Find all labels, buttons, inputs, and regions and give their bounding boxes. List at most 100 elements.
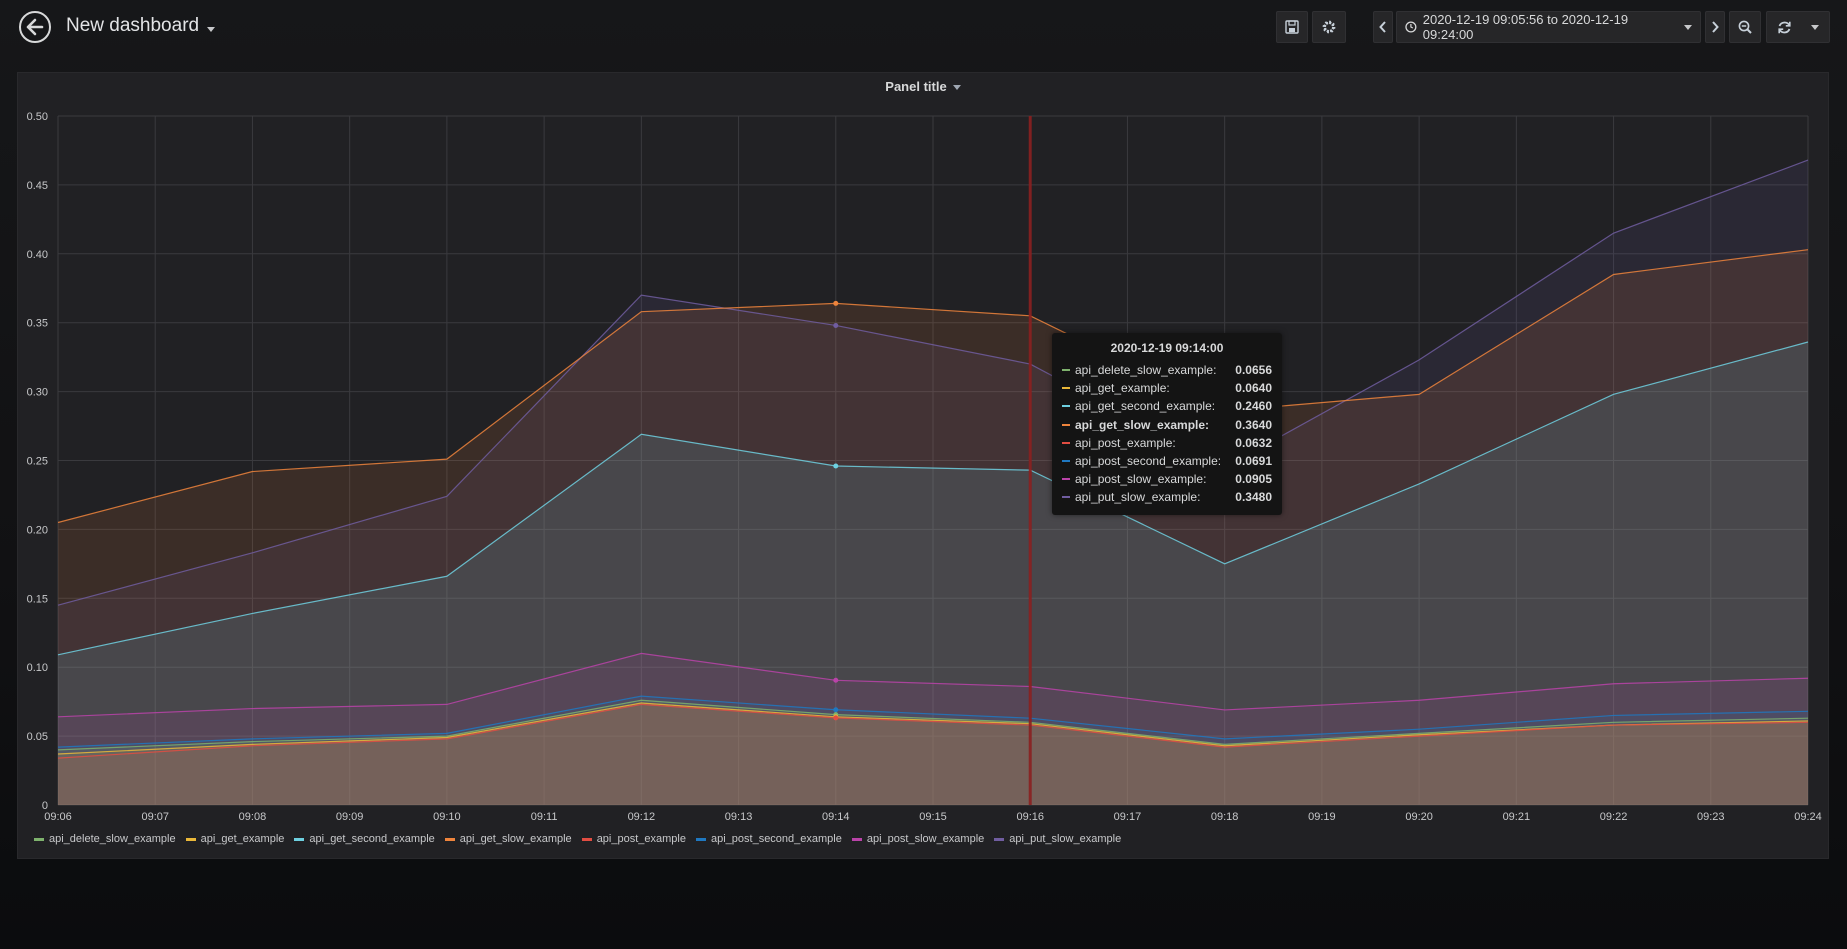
legend-item[interactable]: api_get_example: [185, 833, 285, 845]
legend-label: api_put_slow_example: [1009, 833, 1122, 845]
chevron-right-icon: [1712, 21, 1719, 33]
y-tick-label: 0: [42, 800, 48, 812]
y-tick-label: 0.40: [27, 249, 48, 261]
y-tick-label: 0.50: [27, 111, 48, 123]
tooltip-series-name: api_put_slow_example:: [1075, 490, 1201, 505]
x-tick-label: 09:21: [1503, 811, 1531, 823]
legend-swatch: [294, 837, 305, 841]
legend-label: api_post_second_example: [710, 833, 842, 845]
series-line-api_get_slow_example: [57, 249, 1809, 524]
legend-label: api_get_example: [200, 833, 285, 845]
time-range-picker[interactable]: 2020-12-19 09:05:56 to 2020-12-19 09:24:…: [1396, 11, 1701, 43]
x-tick-label: 09:10: [433, 811, 461, 823]
legend-item[interactable]: api_post_slow_example: [851, 833, 985, 845]
tooltip-series-value: 0.0691: [1235, 454, 1272, 469]
legend-item[interactable]: api_post_example: [581, 833, 686, 845]
panel-title-menu[interactable]: Panel title: [18, 79, 1828, 94]
series-line-api_post_example: [57, 703, 1809, 759]
tooltip-series-value: 0.3640: [1235, 417, 1272, 432]
tooltip-swatch: [1062, 478, 1070, 481]
x-tick-label: 09:17: [1114, 811, 1142, 823]
graph-panel: 0 0.05 0.10 0.15 0.20 0.25 0.30 0.35 0.40 0.45 0.5…: [17, 72, 1829, 859]
legend-item[interactable]: api_delete_slow_example: [34, 833, 176, 845]
series-line-api_delete_slow_example: [57, 699, 1809, 751]
x-tick-label: 09:06: [44, 811, 72, 823]
legend-swatch: [34, 837, 44, 841]
legend-swatch: [851, 837, 862, 841]
dashboard-title-picker[interactable]: New dashboard: [66, 15, 216, 37]
tooltip-row: api_get_slow_example: 0.3640: [1062, 416, 1272, 434]
zoom-out-button[interactable]: [1729, 11, 1761, 43]
x-tick-label: 09:24: [1794, 811, 1822, 823]
legend-label: api_post_example: [596, 833, 686, 845]
legend-swatch: [994, 837, 1005, 841]
hover-point-api_post_slow_example: [833, 677, 839, 683]
series-area-api_get_slow_example: [58, 249, 1808, 805]
hover-point-api_get_second_example: [833, 463, 839, 469]
x-tick-label: 09:12: [628, 811, 656, 823]
time-range-label: 2020-12-19 09:05:56 to 2020-12-19 09:24:…: [1422, 12, 1629, 42]
x-tick-label: 09:16: [1016, 811, 1044, 823]
dashboard-settings-button[interactable]: [1312, 11, 1346, 43]
tooltip-series-name: api_post_second_example:: [1075, 454, 1222, 469]
series-line-api_post_second_example: [57, 695, 1809, 748]
y-tick-label: 0.30: [27, 387, 48, 399]
x-tick-label: 09:08: [239, 811, 267, 823]
tooltip-series-name: api_delete_slow_example:: [1075, 363, 1217, 378]
series-area-api_get_second_example: [58, 341, 1808, 805]
tooltip-swatch: [1062, 405, 1070, 408]
tooltip-series-value: 0.2460: [1235, 399, 1272, 414]
graph-chart[interactable]: 0 0.05 0.10 0.15 0.20 0.25 0.30 0.35 0.40 0.45 0.5…: [18, 73, 1828, 858]
y-tick-label: 0.10: [27, 662, 48, 674]
tooltip-series-value: 0.0632: [1235, 435, 1272, 450]
zoom-out-icon: [1738, 20, 1752, 34]
caret-down-icon: [1811, 24, 1820, 30]
hover-point-api_get_slow_example: [833, 300, 839, 306]
x-tick-label: 09:11: [531, 811, 558, 823]
legend-item[interactable]: api_post_second_example: [695, 833, 842, 845]
time-shift-forward-button[interactable]: [1705, 11, 1725, 43]
tooltip-series-name: api_get_second_example:: [1075, 399, 1216, 414]
x-tick-label: 09:15: [919, 811, 947, 823]
back-button[interactable]: [19, 11, 51, 43]
tooltip-series-name: api_post_slow_example:: [1075, 472, 1207, 487]
x-tick-label: 09:14: [822, 811, 850, 823]
dashboard-title: New dashboard: [66, 15, 200, 36]
x-tick-label: 09:19: [1308, 811, 1336, 823]
series-area-api_post_slow_example: [58, 653, 1808, 805]
hover-point-api_put_slow_example: [833, 322, 839, 328]
hover-point-api_post_second_example: [833, 707, 839, 713]
save-dashboard-button[interactable]: [1276, 11, 1308, 43]
navbar: New dashboard 2020-12-19 09:05:56 to 202…: [0, 0, 1847, 58]
refresh-button-group[interactable]: [1766, 11, 1830, 43]
tooltip-swatch: [1062, 441, 1070, 444]
panel-title: Panel title: [885, 79, 947, 94]
tooltip-swatch: [1062, 369, 1070, 372]
tooltip-swatch: [1062, 460, 1070, 463]
legend-item[interactable]: api_get_slow_example: [444, 833, 572, 845]
tooltip-series-value: 0.0640: [1235, 381, 1272, 396]
legend-item[interactable]: api_get_second_example: [294, 833, 435, 845]
x-tick-label: 09:07: [141, 811, 169, 823]
tooltip-series-name: api_get_example:: [1075, 381, 1170, 396]
tooltip-row: api_put_slow_example: 0.3480: [1062, 488, 1272, 506]
legend-swatch: [185, 837, 196, 841]
series-line-api_get_example: [57, 702, 1809, 755]
x-tick-label: 09:18: [1211, 811, 1239, 823]
y-tick-label: 0.25: [27, 456, 48, 468]
tooltip-time: 2020-12-19 09:14:00: [1110, 341, 1224, 355]
x-tick-label: 09:13: [725, 811, 753, 823]
legend-item[interactable]: api_put_slow_example: [994, 833, 1121, 845]
caret-down-icon: [207, 26, 216, 32]
caret-down-icon: [952, 85, 961, 90]
gear-icon: [1322, 20, 1336, 34]
series-area-api_get_example: [58, 703, 1808, 805]
tooltip-series-value: 0.0905: [1235, 472, 1272, 487]
tooltip-series-name: api_get_slow_example:: [1075, 417, 1210, 432]
hover-point-api_post_example: [833, 715, 839, 721]
tooltip-series-value: 0.3480: [1235, 490, 1272, 505]
legend-label: api_post_slow_example: [866, 833, 985, 845]
time-shift-back-button[interactable]: [1373, 11, 1393, 43]
series-area-api_delete_slow_example: [58, 700, 1808, 805]
y-tick-label: 0.20: [27, 524, 48, 536]
